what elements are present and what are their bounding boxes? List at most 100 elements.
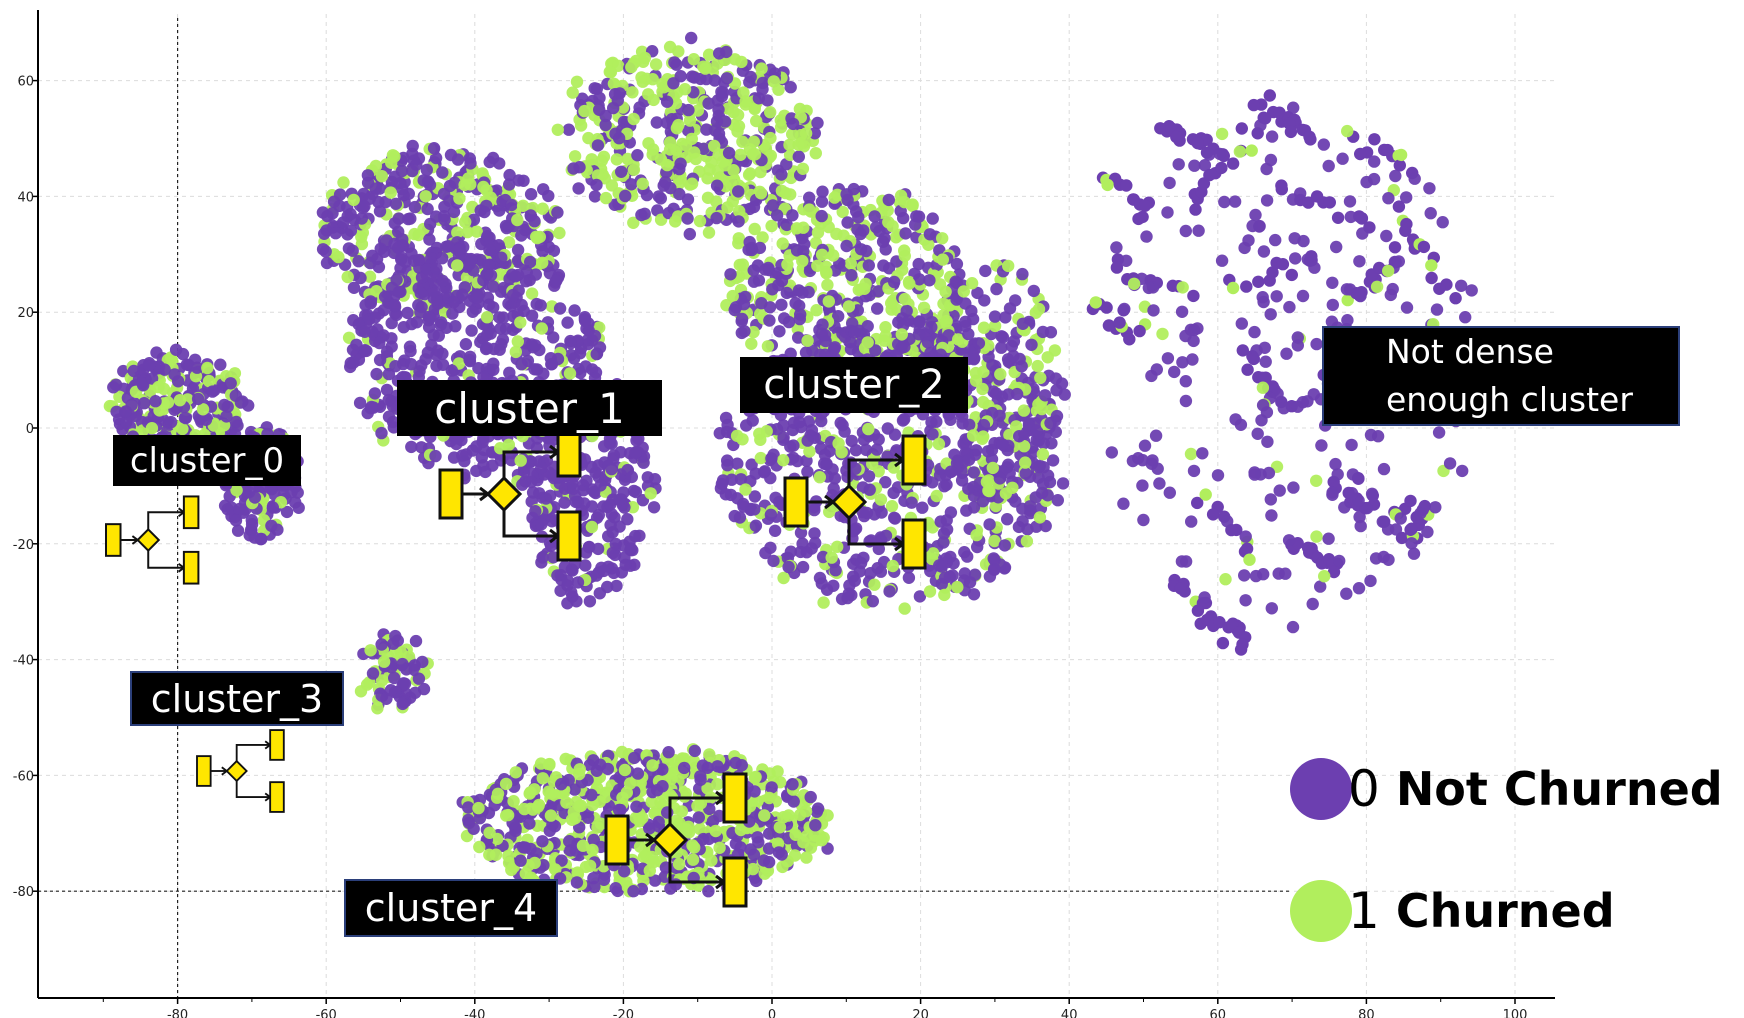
data-point-cluster-1 bbox=[402, 212, 415, 226]
data-point-cluster-1 bbox=[459, 215, 472, 229]
data-point-cluster-2 bbox=[886, 559, 899, 573]
data-point-cluster-2 bbox=[977, 365, 990, 378]
data-point-cluster-2 bbox=[638, 207, 651, 220]
data-point-cluster-2 bbox=[627, 216, 640, 229]
data-point-cluster-2 bbox=[825, 551, 838, 564]
data-point-cluster-1 bbox=[536, 245, 549, 258]
data-point-cluster-2 bbox=[881, 204, 894, 217]
data-point-cluster-1 bbox=[604, 498, 617, 511]
data-point-cluster-1 bbox=[385, 340, 398, 353]
data-point-cluster-2 bbox=[597, 150, 611, 163]
data-point-sparse bbox=[1211, 469, 1225, 482]
data-point-cluster-2 bbox=[976, 495, 990, 508]
data-point-sparse bbox=[1380, 229, 1393, 243]
data-point-cluster-1 bbox=[408, 200, 422, 214]
data-point-sparse bbox=[1218, 195, 1231, 209]
data-point-cluster-2 bbox=[1005, 339, 1018, 353]
data-point-cluster-2 bbox=[588, 82, 601, 95]
data-point-cluster-1 bbox=[406, 164, 419, 178]
data-point-cluster-2 bbox=[822, 295, 835, 308]
data-point-cluster-2 bbox=[1013, 430, 1026, 443]
data-point-cluster-2 bbox=[681, 212, 694, 225]
data-point-cluster-2 bbox=[862, 470, 876, 483]
data-point-cluster-2 bbox=[831, 188, 844, 201]
data-point-cluster-4 bbox=[643, 822, 656, 835]
data-point-cluster-0 bbox=[138, 397, 151, 410]
data-point-cluster-1 bbox=[461, 225, 474, 239]
data-point-cluster-1 bbox=[487, 301, 500, 314]
data-point-cluster-2 bbox=[748, 490, 762, 503]
data-point-cluster-2 bbox=[754, 451, 767, 465]
data-point-sparse bbox=[1417, 240, 1431, 254]
data-point-cluster-4 bbox=[483, 826, 496, 839]
data-point-cluster-2 bbox=[971, 540, 984, 554]
data-point-cluster-2 bbox=[988, 534, 1001, 548]
data-point-cluster-1 bbox=[502, 438, 515, 451]
data-point-cluster-1 bbox=[483, 243, 496, 257]
data-point-cluster-4 bbox=[661, 806, 674, 819]
data-point-cluster-1 bbox=[530, 297, 543, 311]
data-point-cluster-2 bbox=[591, 139, 605, 152]
data-point-cluster-1 bbox=[380, 383, 394, 397]
data-point-cluster-4 bbox=[687, 754, 700, 767]
data-point-cluster-1 bbox=[397, 321, 410, 334]
data-point-cluster-2 bbox=[889, 231, 903, 244]
data-point-cluster-1 bbox=[583, 595, 597, 608]
data-point-cluster-2 bbox=[1017, 440, 1031, 453]
data-point-cluster-4 bbox=[462, 801, 475, 814]
data-point-cluster-1 bbox=[503, 366, 516, 379]
data-point-cluster-2 bbox=[930, 415, 943, 428]
data-point-cluster-1 bbox=[451, 226, 464, 239]
data-point-sparse bbox=[1250, 344, 1263, 357]
data-point-cluster-2 bbox=[1031, 359, 1044, 373]
data-point-cluster-2 bbox=[732, 120, 746, 133]
data-point-cluster-2 bbox=[654, 153, 668, 166]
data-point-sparse bbox=[1187, 464, 1201, 478]
data-point-sparse bbox=[1425, 259, 1438, 272]
data-point-sparse bbox=[1191, 322, 1204, 335]
data-point-cluster-2 bbox=[625, 178, 638, 191]
data-point-cluster-1 bbox=[494, 268, 507, 281]
data-point-cluster-1 bbox=[480, 311, 494, 324]
data-point-sparse bbox=[1264, 493, 1278, 506]
data-point-cluster-1 bbox=[405, 358, 418, 371]
data-point-cluster-1 bbox=[551, 569, 564, 582]
data-point-cluster-2 bbox=[699, 62, 712, 75]
data-point-sparse bbox=[1241, 363, 1254, 376]
data-point-cluster-1 bbox=[480, 199, 493, 213]
data-point-cluster-2 bbox=[673, 162, 686, 176]
data-point-sparse bbox=[1314, 580, 1327, 593]
data-point-cluster-2 bbox=[797, 221, 810, 234]
data-point-cluster-2 bbox=[841, 216, 854, 229]
data-point-sparse bbox=[1240, 280, 1253, 293]
data-point-cluster-2 bbox=[900, 304, 913, 318]
data-point-cluster-1 bbox=[375, 426, 388, 440]
data-point-cluster-2 bbox=[678, 83, 692, 96]
data-point-sparse bbox=[1354, 289, 1367, 303]
data-point-sparse bbox=[1355, 212, 1369, 225]
data-point-cluster-1 bbox=[605, 462, 618, 476]
data-point-cluster-2 bbox=[1030, 424, 1044, 437]
data-point-sparse bbox=[1306, 597, 1319, 611]
data-point-cluster-2 bbox=[950, 456, 964, 470]
data-point-sparse bbox=[1315, 439, 1328, 452]
data-point-cluster-2 bbox=[625, 60, 638, 74]
data-point-sparse bbox=[1443, 457, 1457, 470]
data-point-cluster-3 bbox=[409, 686, 422, 699]
data-point-cluster-0 bbox=[142, 359, 156, 372]
data-point-cluster-2 bbox=[748, 503, 761, 516]
data-point-cluster-1 bbox=[480, 341, 493, 355]
data-point-cluster-3 bbox=[366, 667, 380, 680]
data-point-cluster-4 bbox=[672, 857, 686, 871]
data-point-cluster-2 bbox=[750, 114, 763, 128]
data-point-cluster-1 bbox=[451, 259, 464, 272]
data-point-sparse bbox=[1365, 487, 1379, 500]
data-point-cluster-2 bbox=[1016, 317, 1030, 330]
data-point-cluster-1 bbox=[321, 209, 334, 223]
data-point-cluster-1 bbox=[588, 329, 602, 343]
data-point-cluster-2 bbox=[861, 320, 874, 333]
data-point-cluster-1 bbox=[368, 311, 382, 324]
data-point-sparse bbox=[1310, 337, 1323, 351]
data-point-cluster-2 bbox=[664, 181, 677, 195]
data-point-sparse bbox=[1176, 356, 1189, 369]
